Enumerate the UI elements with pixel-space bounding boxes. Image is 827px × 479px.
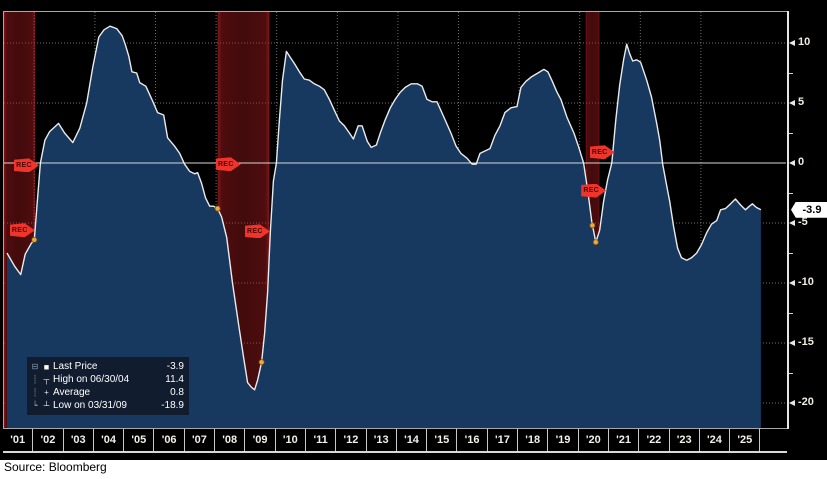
recession-event-flag[interactable]: REC: [244, 224, 270, 239]
legend-row: ┊ ┬ High on 06/30/04 11.4: [30, 373, 184, 386]
x-axis-label: '16: [457, 429, 488, 451]
x-axis-label: '13: [367, 429, 397, 451]
last-price-tag: -3.9: [791, 201, 827, 218]
x-axis-label: '19: [548, 429, 579, 451]
y-axis-label: 0: [798, 156, 805, 168]
x-axis-label: '11: [306, 429, 337, 451]
x-axis-label: '02: [33, 429, 64, 451]
legend-row: ⊟ ■ Last Price -3.9: [30, 360, 184, 373]
recession-event-flag[interactable]: REC: [581, 183, 607, 198]
x-axis-label: '09: [245, 429, 276, 451]
legend-row: ┊ + Average 0.8: [30, 386, 184, 399]
area-fill: [7, 26, 761, 428]
x-axis[interactable]: '01'02'03'04'05'06'07'08'09'10'11'12'13 '…: [3, 429, 787, 453]
y-axis-tick-arrow: [789, 340, 795, 346]
legend-value: 0.8: [170, 387, 184, 398]
event-dot: [214, 205, 221, 212]
bloomberg-chart[interactable]: REC REC REC REC REC REC ⊟ ■ Last Price -3.9 ┊ ┬ Hig…: [0, 0, 827, 460]
y-axis-minor-tick: [789, 193, 793, 194]
recession-event-flag[interactable]: REC: [589, 145, 615, 160]
x-axis-label: '03: [64, 429, 94, 451]
recession-event-flag[interactable]: REC: [9, 223, 35, 238]
legend-rows: ⊟ ■ Last Price -3.9 ┊ ┬ High on 06/30/04 11.4 ┊ +…: [30, 360, 184, 412]
legend-label: Last Price: [53, 361, 98, 372]
legend-value: 11.4: [165, 374, 184, 385]
average-marker-icon: +: [44, 388, 49, 397]
source-note: Source: Bloomberg: [4, 460, 107, 474]
y-axis-label: -10: [798, 276, 814, 288]
x-axis-label: '17: [488, 429, 519, 451]
x-axis-label: '12: [336, 429, 367, 451]
legend-label: Low on 03/31/09: [53, 400, 127, 411]
y-axis-label: 10: [798, 36, 811, 48]
legend-label: High on 06/30/04: [53, 374, 130, 385]
x-axis-label: '21: [609, 429, 640, 451]
recession-event-flag[interactable]: REC: [215, 157, 241, 172]
legend-tree-glyph: ┊: [32, 388, 38, 397]
y-axis-label: 5: [798, 96, 805, 108]
y-axis-tick-arrow: [789, 40, 795, 46]
y-axis-minor-tick: [789, 373, 793, 374]
x-axis-cells: '01'02'03'04'05'06'07'08'09'10'11'12'13 '…: [3, 429, 787, 451]
plot-area[interactable]: REC REC REC REC REC REC ⊟ ■ Last Price -3.9 ┊ ┬ Hig…: [3, 11, 787, 429]
price-line: [6, 25, 762, 391]
event-flag-layer: REC REC REC REC REC REC: [3, 11, 787, 429]
square-swatch-icon: ■: [43, 361, 50, 372]
low-marker-icon: ┴: [43, 401, 50, 410]
legend-row: ┕ ┴ Low on 03/31/09 -18.9: [30, 399, 184, 412]
x-axis-label: '20: [579, 429, 609, 451]
y-axis-minor-tick: [789, 313, 793, 314]
y-axis-label: -15: [798, 336, 814, 348]
legend-tree-glyph: ┕: [32, 401, 38, 410]
x-axis-label: '24: [700, 429, 731, 451]
x-axis-label: '08: [215, 429, 246, 451]
x-axis-filler: [760, 429, 787, 451]
y-axis-tick-arrow: [789, 220, 795, 226]
event-dot: [592, 239, 599, 246]
y-axis-tick-arrow: [789, 100, 795, 106]
x-axis-label: '05: [124, 429, 155, 451]
y-axis-minor-tick: [789, 253, 793, 254]
legend[interactable]: ⊟ ■ Last Price -3.9 ┊ ┬ High on 06/30/04 11.4 ┊ +…: [27, 357, 189, 415]
y-axis-tick-arrow: [789, 400, 795, 406]
x-axis-label: '15: [427, 429, 458, 451]
high-marker-icon: ┬: [43, 375, 50, 384]
y-axis-label: -20: [798, 396, 814, 408]
y-axis-label: -5: [798, 216, 808, 228]
x-axis-label: '07: [185, 429, 216, 451]
y-axis[interactable]: -3.9 10 5 0 -5 -10 -15 -20: [787, 11, 827, 429]
x-axis-label: '06: [154, 429, 185, 451]
legend-value: -3.9: [166, 361, 184, 372]
x-axis-label: '14: [397, 429, 428, 451]
y-axis-tick-arrow: [789, 160, 795, 166]
x-axis-label: '04: [94, 429, 125, 451]
x-axis-label: '10: [276, 429, 306, 451]
x-axis-label: '22: [639, 429, 670, 451]
event-dot: [258, 359, 265, 366]
y-axis-tick-arrow: [789, 280, 795, 286]
x-axis-label: '23: [670, 429, 700, 451]
y-axis-minor-tick: [789, 73, 793, 74]
legend-value: -18.9: [161, 400, 184, 411]
event-dot: [31, 236, 38, 243]
x-axis-label: '25: [730, 429, 761, 451]
x-axis-label: '01: [3, 429, 34, 451]
plot-svg: [3, 11, 787, 429]
x-axis-label: '18: [518, 429, 549, 451]
recession-event-flag[interactable]: REC: [13, 158, 39, 173]
legend-label: Average: [53, 387, 91, 398]
legend-collapse-icon[interactable]: ⊟: [31, 362, 39, 371]
legend-tree-glyph: ┊: [32, 375, 38, 384]
event-dot: [589, 222, 596, 229]
y-axis-minor-tick: [789, 133, 793, 134]
